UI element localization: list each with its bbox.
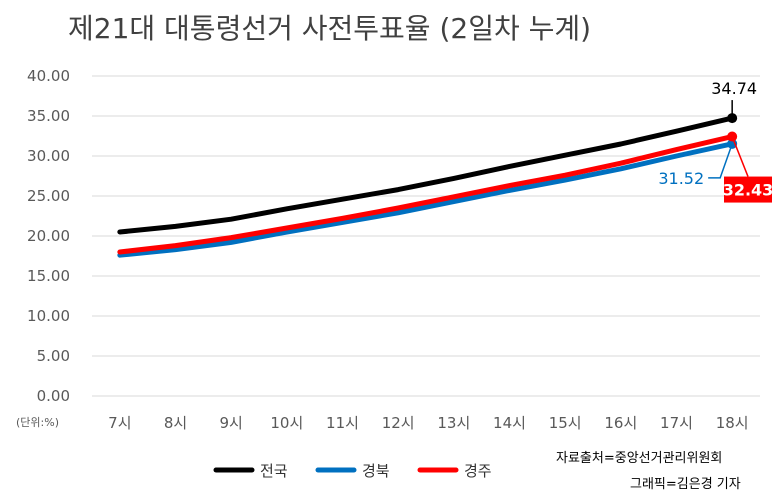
y-tick-label: 20.00: [27, 227, 70, 245]
x-tick-label: 7시: [108, 414, 131, 432]
x-tick-label: 10시: [270, 414, 303, 432]
end-label-gyeongbuk-leader: [708, 143, 733, 179]
y-tick-label: 0.00: [37, 387, 70, 405]
legend-label-0: 전국: [260, 462, 288, 480]
x-tick-label: 14시: [493, 414, 526, 432]
y-tick-label: 5.00: [37, 347, 70, 365]
y-tick-label: 30.00: [27, 147, 70, 165]
x-tick-label: 9시: [219, 414, 242, 432]
end-label-gyeongju-leader: [731, 136, 749, 177]
y-tick-label: 15.00: [27, 267, 70, 285]
series-line-2: [117, 134, 735, 255]
legend: 전국 경북 경주: [213, 462, 492, 480]
chart-title: 제21대 대통령선거 사전투표율 (2일차 누계): [68, 12, 591, 45]
y-tick-label: 10.00: [27, 307, 70, 325]
x-tick-label: 16시: [604, 414, 637, 432]
series-line-1: [117, 141, 735, 258]
end-label-national: 34.74: [711, 79, 757, 98]
x-tick-label: 13시: [437, 414, 470, 432]
grid-lines: [92, 75, 760, 397]
x-tick-label: 8시: [164, 414, 187, 432]
series-line-0: [117, 115, 735, 235]
x-tick-label: 12시: [382, 414, 415, 432]
y-axis-ticks: 0.00 5.00 10.00 15.00 20.00 25.00 30.00 35.00 40…: [27, 67, 70, 405]
legend-label-1: 경북: [362, 462, 390, 480]
unit-label: (단위:%): [16, 416, 59, 429]
y-tick-label: 25.00: [27, 187, 70, 205]
legend-label-2: 경주: [464, 462, 492, 480]
x-tick-label: 11시: [326, 414, 359, 432]
series-lines: [117, 113, 738, 258]
end-label-gyeongju: 32.43: [723, 181, 774, 200]
x-tick-label: 18시: [716, 414, 749, 432]
end-label-gyeongbuk: 31.52: [658, 169, 704, 188]
x-axis-ticks: 7시 8시 9시 10시 11시 12시 13시 14시 15시 16시 17시 18시: [108, 414, 748, 432]
credit-source: 자료출처=중앙선거관리위원회: [556, 451, 722, 466]
credit-author: 그래픽=김은경 기자: [630, 477, 741, 492]
end-labels: 34.74 31.52 32.43: [658, 79, 774, 203]
y-tick-label: 35.00: [27, 107, 70, 125]
end-label-gyeongju-box: [724, 176, 772, 203]
x-tick-label: 15시: [549, 414, 582, 432]
x-tick-label: 17시: [660, 414, 693, 432]
series-end-marker-0: [727, 113, 738, 124]
y-tick-label: 40.00: [27, 67, 70, 85]
